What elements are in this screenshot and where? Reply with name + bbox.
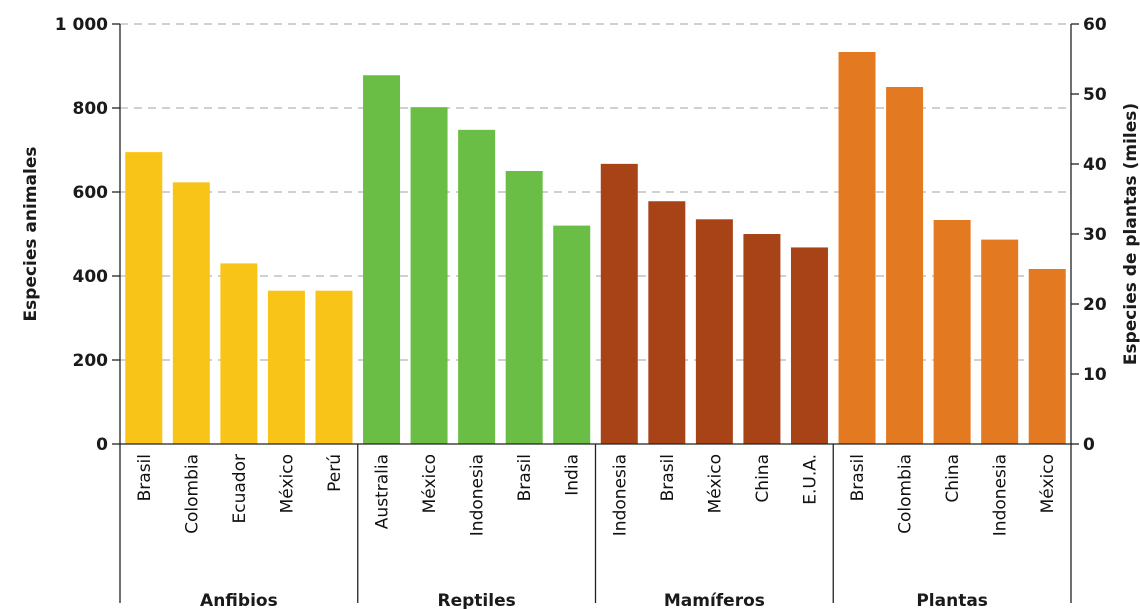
category-label: Perú (325, 454, 345, 492)
bar (220, 263, 258, 444)
bar (648, 201, 686, 444)
bar (600, 163, 638, 445)
group-labels: Anfibios Reptiles Mamíferos Plantas (119, 444, 1072, 609)
category-label: Brasil (515, 454, 535, 501)
bars (125, 52, 1066, 445)
bar (933, 220, 971, 444)
axes (119, 24, 1072, 445)
group-label: Mamíferos (664, 591, 765, 609)
category-label: Ecuador (230, 454, 250, 523)
category-label: México (277, 454, 297, 513)
left-tick-label: 1 000 (55, 15, 108, 35)
bar (125, 152, 163, 444)
bar (505, 171, 543, 444)
bar (172, 182, 210, 444)
bar (981, 239, 1019, 444)
bar (458, 129, 496, 444)
bar (363, 75, 401, 445)
category-label: Indonesia (468, 454, 488, 536)
category-label: E.U.A. (800, 454, 820, 505)
left-tick-label: 200 (73, 351, 109, 371)
category-labels: Brasil Colombia Ecuador México Perú Australia… (135, 454, 1058, 536)
category-label: Brasil (135, 454, 155, 501)
left-axis-title: Especies animales (21, 147, 41, 322)
left-y-tick-labels: 0 200 400 600 800 1 000 (55, 15, 120, 455)
right-y-tick-labels: 0 10 20 30 40 50 60 (1071, 15, 1107, 455)
bar (695, 219, 733, 444)
right-tick-label: 40 (1083, 155, 1107, 175)
gridlines (120, 23, 1071, 361)
bar (553, 225, 591, 444)
group-label: Plantas (916, 591, 988, 609)
category-label: Brasil (848, 454, 868, 501)
right-tick-label: 30 (1083, 225, 1107, 245)
category-label: Australia (373, 454, 393, 529)
right-tick-label: 20 (1083, 295, 1107, 315)
category-label: Colombia (896, 454, 916, 534)
right-tick-label: 0 (1083, 435, 1095, 455)
category-label: China (753, 454, 773, 503)
category-label: Indonesia (610, 454, 630, 536)
bar (886, 87, 924, 444)
bar (267, 290, 305, 444)
left-tick-label: 0 (96, 435, 108, 455)
bar (838, 52, 876, 444)
bar (743, 234, 781, 444)
category-label: México (1038, 454, 1058, 513)
category-label: México (705, 454, 725, 513)
category-label: China (943, 454, 963, 503)
right-tick-label: 10 (1083, 365, 1107, 385)
left-tick-label: 400 (73, 267, 109, 287)
bar (1028, 269, 1066, 444)
left-tick-label: 600 (73, 183, 109, 203)
category-label: México (420, 454, 440, 513)
category-label: Indonesia (991, 454, 1011, 536)
category-label: India (563, 454, 583, 496)
group-label: Anfibios (200, 591, 278, 609)
right-tick-label: 50 (1083, 85, 1107, 105)
category-label: Colombia (182, 454, 202, 534)
right-tick-label: 60 (1083, 15, 1107, 35)
category-label: Brasil (658, 454, 678, 501)
bar (315, 290, 353, 444)
left-tick-label: 800 (73, 99, 109, 119)
right-axis-title: Especies de plantas (miles) (1121, 103, 1140, 365)
bar (790, 247, 828, 444)
group-label: Reptiles (438, 591, 516, 609)
bar (410, 107, 448, 444)
